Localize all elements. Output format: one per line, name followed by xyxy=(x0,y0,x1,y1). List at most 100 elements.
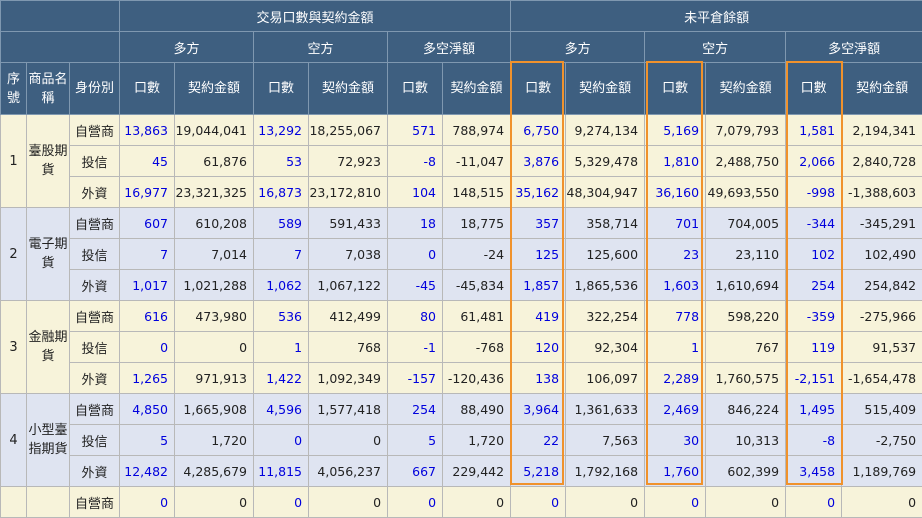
oi-short-lots-cell: 5,169 xyxy=(645,115,706,146)
oi-long-lots-cell: 357 xyxy=(511,208,566,239)
trading-net-lots-cell: 80 xyxy=(388,301,443,332)
trading-net-lots-cell: 5 xyxy=(388,425,443,456)
trading-long-lots-cell: 607 xyxy=(120,208,175,239)
oi-short-amount-cell: 1,610,694 xyxy=(706,270,786,301)
oi-long-amount-cell: 1,361,633 xyxy=(566,394,645,425)
oi-net-lots-cell: -359 xyxy=(786,301,842,332)
oi-net-lots-cell: 1,581 xyxy=(786,115,842,146)
header-trading-net-amount: 契約金額 xyxy=(443,63,511,115)
seq-cell xyxy=(1,487,27,518)
seq-cell: 3 xyxy=(1,301,27,394)
identity-cell: 自營商 xyxy=(70,301,120,332)
product-name-cell: 小型臺指期貨 xyxy=(27,394,70,487)
header-group-trading: 交易口數與契約金額 xyxy=(120,1,511,32)
trading-short-amount-cell: 0 xyxy=(309,425,388,456)
trading-long-amount-cell: 19,044,041 xyxy=(175,115,254,146)
trading-long-lots-cell: 0 xyxy=(120,487,175,518)
trading-short-amount-cell: 18,255,067 xyxy=(309,115,388,146)
product-name-cell: 電子期貨 xyxy=(27,208,70,301)
trading-long-amount-cell: 473,980 xyxy=(175,301,254,332)
trading-long-lots-cell: 7 xyxy=(120,239,175,270)
trading-long-amount-cell: 1,665,908 xyxy=(175,394,254,425)
identity-cell: 外資 xyxy=(70,363,120,394)
oi-short-amount-cell: 0 xyxy=(706,487,786,518)
oi-long-amount-cell: 1,865,536 xyxy=(566,270,645,301)
oi-long-lots-cell: 138 xyxy=(511,363,566,394)
header-oi-net-amount: 契約金額 xyxy=(842,63,922,115)
header-corner xyxy=(1,1,120,32)
trading-long-amount-cell: 971,913 xyxy=(175,363,254,394)
trading-short-amount-cell: 412,499 xyxy=(309,301,388,332)
oi-net-amount-cell: -1,654,478 xyxy=(842,363,922,394)
oi-long-amount-cell: 106,097 xyxy=(566,363,645,394)
trading-net-amount-cell: -768 xyxy=(443,332,511,363)
oi-long-amount-cell: 9,274,134 xyxy=(566,115,645,146)
trading-long-lots-cell: 16,977 xyxy=(120,177,175,208)
oi-long-lots-cell: 120 xyxy=(511,332,566,363)
oi-net-amount-cell: 2,194,341 xyxy=(842,115,922,146)
oi-net-lots-cell: -344 xyxy=(786,208,842,239)
product-name-cell xyxy=(27,487,70,518)
trading-net-lots-cell: 0 xyxy=(388,487,443,518)
trading-short-amount-cell: 1,577,418 xyxy=(309,394,388,425)
oi-short-lots-cell: 1,810 xyxy=(645,146,706,177)
trading-short-lots-cell: 13,292 xyxy=(254,115,309,146)
oi-short-lots-cell: 1,760 xyxy=(645,456,706,487)
trading-net-lots-cell: -1 xyxy=(388,332,443,363)
oi-short-amount-cell: 598,220 xyxy=(706,301,786,332)
trading-net-amount-cell: 18,775 xyxy=(443,208,511,239)
trading-short-lots-cell: 0 xyxy=(254,487,309,518)
oi-net-lots-cell: 102 xyxy=(786,239,842,270)
trading-net-amount-cell: 788,974 xyxy=(443,115,511,146)
trading-net-lots-cell: 571 xyxy=(388,115,443,146)
trading-net-lots-cell: 0 xyxy=(388,239,443,270)
oi-long-amount-cell: 0 xyxy=(566,487,645,518)
oi-long-lots-cell: 0 xyxy=(511,487,566,518)
seq-cell: 2 xyxy=(1,208,27,301)
trading-long-lots-cell: 45 xyxy=(120,146,175,177)
header-oi-long-amount: 契約金額 xyxy=(566,63,645,115)
trading-long-lots-cell: 4,850 xyxy=(120,394,175,425)
oi-net-amount-cell: -1,388,603 xyxy=(842,177,922,208)
identity-cell: 外資 xyxy=(70,177,120,208)
header-trading-short-lots: 口數 xyxy=(254,63,309,115)
header-oi-short-amount: 契約金額 xyxy=(706,63,786,115)
oi-long-lots-cell: 419 xyxy=(511,301,566,332)
oi-short-lots-cell: 2,469 xyxy=(645,394,706,425)
trading-net-lots-cell: 104 xyxy=(388,177,443,208)
oi-net-amount-cell: 515,409 xyxy=(842,394,922,425)
oi-long-amount-cell: 7,563 xyxy=(566,425,645,456)
oi-short-amount-cell: 23,110 xyxy=(706,239,786,270)
oi-net-amount-cell: -345,291 xyxy=(842,208,922,239)
header-group-open-interest: 未平倉餘額 xyxy=(511,1,922,32)
header-trading-short: 空方 xyxy=(254,32,388,63)
trading-net-lots-cell: 667 xyxy=(388,456,443,487)
oi-long-lots-cell: 6,750 xyxy=(511,115,566,146)
oi-long-amount-cell: 5,329,478 xyxy=(566,146,645,177)
seq-cell: 4 xyxy=(1,394,27,487)
header-trading-long-lots: 口數 xyxy=(120,63,175,115)
header-seq: 序號 xyxy=(1,63,27,115)
trading-short-lots-cell: 53 xyxy=(254,146,309,177)
oi-net-lots-cell: -8 xyxy=(786,425,842,456)
trading-long-amount-cell: 1,720 xyxy=(175,425,254,456)
trading-net-amount-cell: 1,720 xyxy=(443,425,511,456)
trading-short-lots-cell: 4,596 xyxy=(254,394,309,425)
trading-short-amount-cell: 768 xyxy=(309,332,388,363)
oi-net-amount-cell: -275,966 xyxy=(842,301,922,332)
header-corner-2 xyxy=(1,32,120,63)
trading-long-lots-cell: 12,482 xyxy=(120,456,175,487)
header-oi-net: 多空淨額 xyxy=(786,32,922,63)
product-name-cell: 金融期貨 xyxy=(27,301,70,394)
oi-long-amount-cell: 125,600 xyxy=(566,239,645,270)
trading-long-amount-cell: 0 xyxy=(175,332,254,363)
header-oi-short-lots: 口數 xyxy=(645,63,706,115)
trading-short-lots-cell: 1 xyxy=(254,332,309,363)
